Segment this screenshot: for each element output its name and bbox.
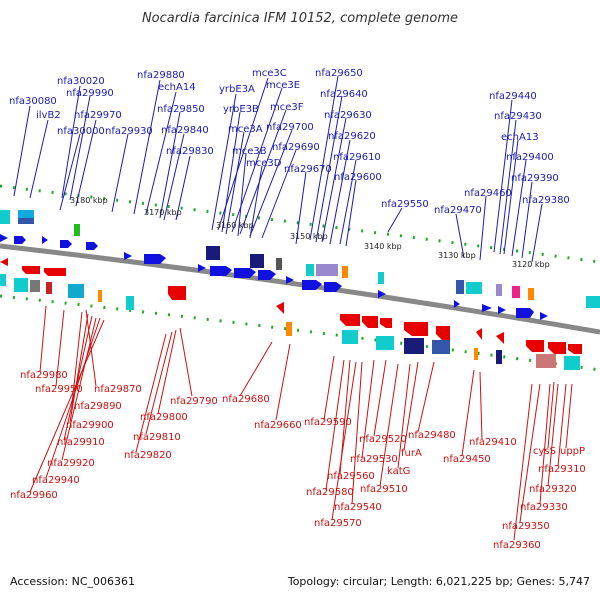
inner-feature-boxes [0, 274, 580, 370]
gene-label: nfa29390 [511, 173, 559, 184]
gene-label: nfa29630 [324, 110, 372, 121]
gene-label: nfa29670 [284, 164, 332, 175]
gene-label: nfa29850 [157, 104, 205, 115]
kbp-label-3160: 3160 kbp [216, 221, 254, 230]
gene-label: echA14 [158, 82, 196, 93]
gene-label: nfa29320 [529, 484, 577, 495]
map-title: Nocardia farcinica IFM 10152, complete g… [142, 11, 458, 26]
gene-label: nfa29960 [10, 490, 58, 501]
gene-label: nfa29790 [170, 396, 218, 407]
gene-label: nfa29540 [334, 502, 382, 513]
gene-label: nfa29520 [359, 434, 407, 445]
reverse-leader-lines [29, 305, 573, 541]
gene-label: ilvB2 [36, 110, 61, 121]
gene-label: nfa29460 [464, 188, 512, 199]
gene-label: nfa29900 [66, 420, 114, 431]
gene-label: nfa29310 [538, 464, 586, 475]
gene-label: nfa29360 [493, 540, 541, 551]
forward-gene-arrows [0, 234, 548, 320]
gene-label: nfa29870 [94, 384, 142, 395]
gene-label: mce3F [270, 102, 304, 113]
gene-label: nfa29560 [327, 471, 375, 482]
reverse-gene-arrows [0, 258, 582, 354]
gene-label: katG [387, 466, 410, 477]
gene-label: nfa29430 [494, 111, 542, 122]
outer-dotted-track [0, 184, 600, 264]
gene-label: nfa30020 [57, 76, 105, 87]
kbp-label-3180: 3180 kbp [70, 196, 108, 205]
gene-label: nfa29970 [74, 110, 122, 121]
gene-label: nfa29470 [434, 205, 482, 216]
gene-label: nfa29700 [266, 122, 314, 133]
gene-label: yrbE3B [223, 104, 259, 115]
gene-label: nfa29350 [502, 521, 550, 532]
gene-label: nfa29990 [66, 88, 114, 99]
gene-label: nfa29410 [469, 437, 517, 448]
gene-label: nfa29580 [306, 487, 354, 498]
gene-label: echA13 [501, 132, 539, 143]
gene-label: nfa29330 [520, 502, 568, 513]
accession-text: Accession: NC_006361 [10, 575, 135, 588]
gene-label: nfa29680 [222, 394, 270, 405]
gene-label: nfa29980 [20, 370, 68, 381]
gene-label: nfa30080 [9, 96, 57, 107]
gene-label: mce3E [266, 80, 300, 91]
gene-label: nfa29830 [166, 146, 214, 157]
gene-label: nfa29810 [133, 432, 181, 443]
gene-label: mce3B [232, 146, 267, 157]
kbp-label-3120: 3120 kbp [512, 260, 550, 269]
outer-feature-boxes [0, 210, 600, 308]
gene-label: nfa29380 [522, 195, 570, 206]
gene-label: nfa29480 [408, 430, 456, 441]
forward-leader-lines [13, 75, 543, 263]
gene-label: nfa29610 [333, 152, 381, 163]
forward-gene-labels: nfa30020 nfa29990 nfa30080 ilvB2 nfa2997… [9, 68, 570, 216]
gene-label: nfa29590 [304, 417, 352, 428]
gene-label: nfa29840 [161, 125, 209, 136]
gene-label: nfa29600 [334, 172, 382, 183]
kbp-label-3170: 3170 kbp [144, 208, 182, 217]
gene-label: mce3A [228, 124, 263, 135]
gene-label: nfa29650 [315, 68, 363, 79]
gene-label: nfa29920 [47, 458, 95, 469]
gene-label: nfa29550 [381, 199, 429, 210]
gene-label: nfa29940 [32, 475, 80, 486]
kbp-scale: 3180 kbp 3170 kbp 3160 kbp 3150 kbp 3140… [70, 196, 550, 269]
gene-label: mce3D [246, 158, 282, 169]
kbp-label-3140: 3140 kbp [364, 242, 402, 251]
gene-label: nfa29950 [35, 384, 83, 395]
gene-label: yrbE3A [219, 84, 255, 95]
genome-backbone [0, 243, 600, 335]
gene-label: nfa29690 [272, 142, 320, 153]
gene-label: nfa29890 [74, 401, 122, 412]
gene-label: nfa29910 [57, 437, 105, 448]
gene-label: nfa29450 [443, 454, 491, 465]
gene-label: nfa29800 [140, 412, 188, 423]
gene-label: cysS [533, 446, 556, 457]
gene-label: nfa29640 [320, 89, 368, 100]
gene-label: nfa29820 [124, 450, 172, 461]
gene-label: nfa29660 [254, 420, 302, 431]
gene-label: furA [401, 448, 422, 459]
gene-label: nfa29570 [314, 518, 362, 529]
gene-label: nfa29930 [105, 126, 153, 137]
inner-dotted-track [0, 294, 600, 372]
gene-label: nfa29440 [489, 91, 537, 102]
gene-label: nfa29620 [328, 131, 376, 142]
kbp-label-3130: 3130 kbp [438, 251, 476, 260]
gene-label: nfa29400 [506, 152, 554, 163]
gene-label: nfa29510 [360, 484, 408, 495]
reverse-gene-labels: nfa29980 nfa29950 nfa29870 nfa29890 nfa2… [10, 370, 586, 551]
gene-label: nfa29530 [350, 454, 398, 465]
gene-label: mce3C [252, 68, 287, 79]
genome-stats-text: Topology: circular; Length: 6,021,225 bp… [287, 575, 590, 588]
gene-label: uppP [560, 446, 585, 457]
kbp-label-3150: 3150 kbp [290, 232, 328, 241]
gene-label: nfa30000 [57, 126, 105, 137]
gene-label: nfa29880 [137, 70, 185, 81]
